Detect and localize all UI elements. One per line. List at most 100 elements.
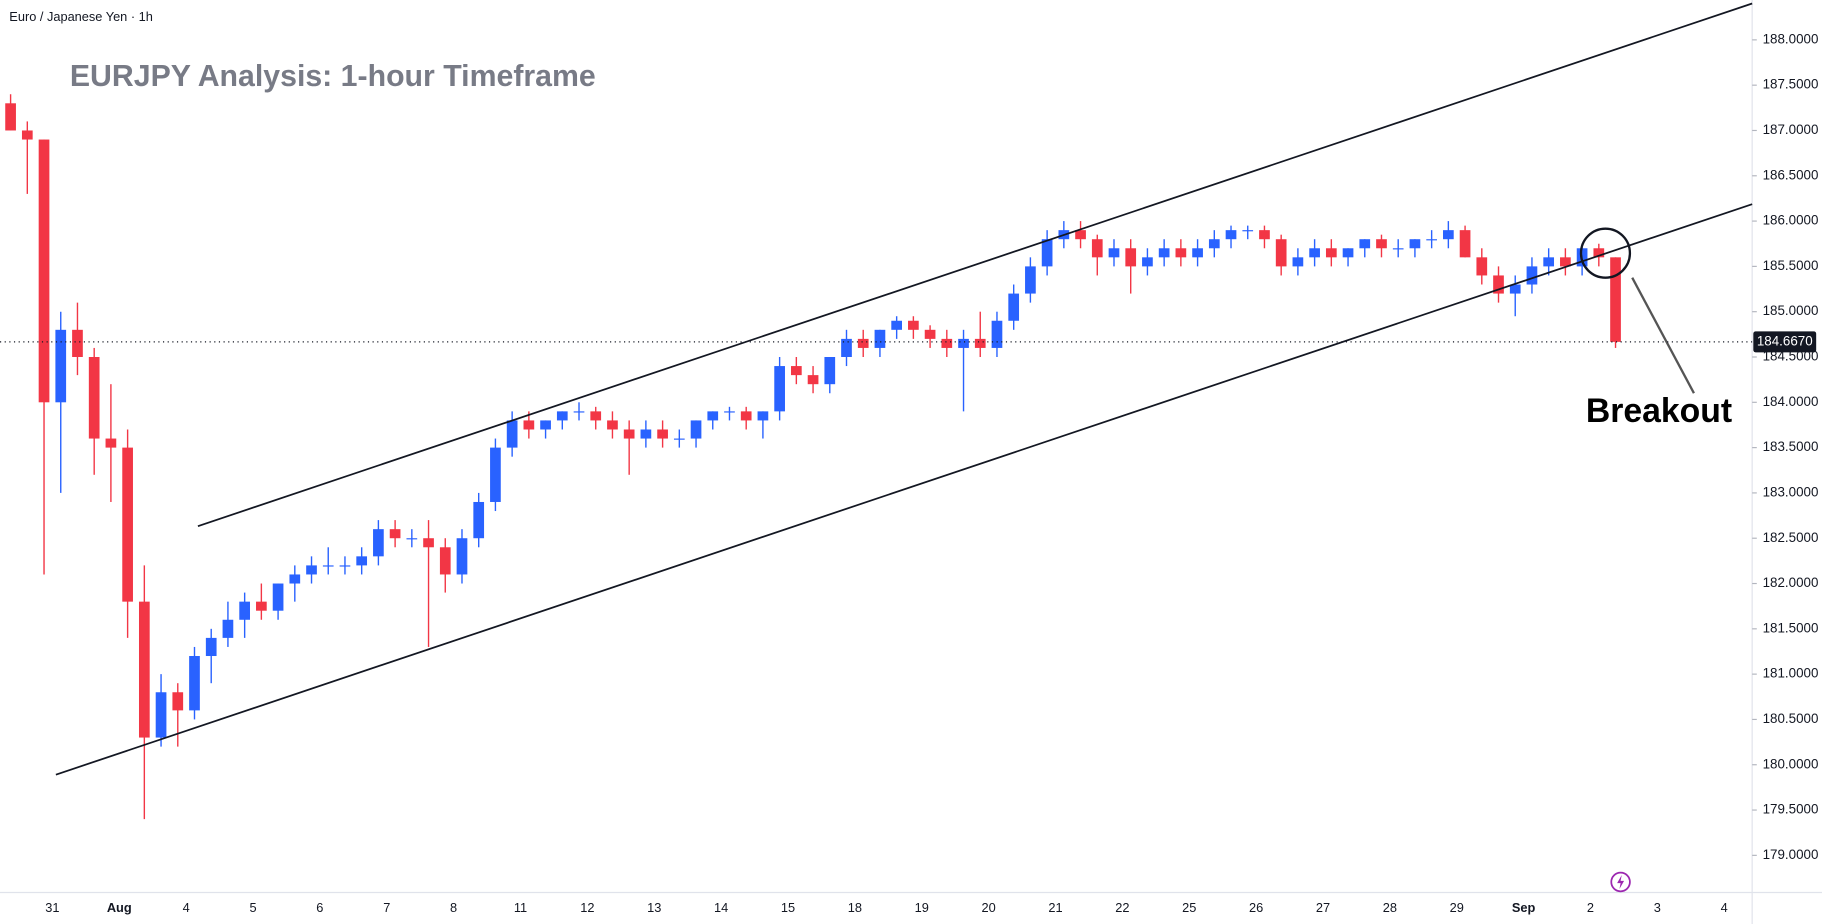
annotation: Breakout [1586, 392, 1732, 430]
x-tick-label: 12 [580, 900, 594, 915]
candle-body [690, 420, 702, 439]
chart-title: EURJPY Analysis: 1-hour Timeframe [70, 60, 596, 93]
candle-body [1610, 257, 1621, 342]
x-tick-label: 19 [915, 900, 929, 915]
candle-body [623, 429, 635, 439]
candle-body [222, 619, 234, 638]
candle-body [5, 103, 16, 131]
candle-body [373, 529, 384, 557]
y-tick-label: 182.0000 [1763, 575, 1819, 590]
candle-body [1376, 239, 1387, 249]
candle-body [1041, 239, 1053, 267]
candle-body [523, 420, 535, 430]
x-tick-label: Sep [1512, 900, 1536, 915]
candle-body [1108, 248, 1120, 258]
candle-body [640, 429, 652, 439]
candle-body [1208, 239, 1220, 249]
candle-body [473, 501, 485, 539]
candle-body [506, 420, 518, 448]
candle-body [1509, 284, 1521, 294]
x-tick-label: 25 [1182, 900, 1196, 915]
candle-body [1091, 239, 1103, 258]
candle-body [657, 429, 668, 439]
last-price-label: 184.6670 [1757, 333, 1813, 348]
y-tick-label: 188.0000 [1763, 31, 1819, 46]
y-tick-label: 183.0000 [1763, 484, 1819, 499]
candle-body [807, 375, 819, 385]
x-tick-label: 3 [1654, 900, 1661, 915]
candle-body [1426, 239, 1437, 241]
x-tick-label: 20 [981, 900, 995, 915]
y-tick-label: 186.0000 [1763, 213, 1819, 228]
candle-body [1443, 230, 1454, 240]
x-tick-label: 2 [1587, 900, 1594, 915]
candle-body [1259, 230, 1270, 240]
y-tick-label: 187.5000 [1763, 77, 1819, 92]
candle-body [1359, 239, 1371, 249]
candle-body [740, 411, 752, 421]
candle-body [824, 357, 836, 385]
y-tick-label: 187.0000 [1763, 122, 1819, 137]
y-tick-label: 179.5000 [1763, 802, 1819, 817]
x-tick-label: 28 [1383, 900, 1397, 915]
x-tick-label: 22 [1115, 900, 1129, 915]
alert-icon[interactable] [1610, 871, 1631, 893]
x-tick-label: 11 [514, 900, 527, 915]
candle-body [423, 538, 434, 548]
candle-body [841, 338, 852, 357]
candle-body [72, 329, 83, 357]
breakout-circle [1579, 227, 1632, 279]
candle-body [490, 447, 501, 502]
candle-body [891, 320, 903, 330]
candle-body [1192, 248, 1203, 258]
candle-body [1560, 257, 1571, 267]
candle-body [941, 338, 953, 348]
candle-body [1325, 248, 1337, 258]
candle-body [1275, 239, 1287, 267]
candle-body [356, 556, 368, 566]
y-tick-label: 180.0000 [1763, 756, 1819, 771]
candle-body [1175, 248, 1187, 258]
candle-body [122, 447, 133, 602]
candle-body [322, 565, 334, 567]
trend-line-upper [197, 2, 1753, 527]
candle-body [556, 411, 568, 421]
candle-body [105, 438, 117, 448]
candle-body [289, 574, 301, 584]
x-tick-label: 27 [1316, 900, 1330, 915]
x-tick-label: 26 [1249, 900, 1263, 915]
x-tick-label: 15 [781, 900, 795, 915]
candle-body [774, 366, 785, 412]
candle-body [389, 529, 401, 539]
x-tick-label: 13 [647, 900, 661, 915]
x-tick-label: 5 [249, 900, 256, 915]
candle-body [1125, 248, 1137, 267]
symbol-label: Euro / Japanese Yen · 1h [9, 9, 153, 24]
x-tick-label: 29 [1450, 900, 1464, 915]
candle-body [306, 565, 317, 575]
candle-body [172, 692, 184, 711]
candle-body [155, 692, 167, 738]
candle-body [339, 565, 351, 567]
candle-body [1476, 257, 1488, 276]
candles [5, 94, 1621, 820]
candle-body [958, 338, 969, 348]
breakout-pointer [1631, 277, 1695, 394]
candle-body [1409, 239, 1421, 249]
x-tick-label: 21 [1048, 900, 1062, 915]
candle-body [38, 139, 50, 403]
y-tick-label: 180.5000 [1763, 711, 1819, 726]
candle-body [1526, 266, 1538, 285]
x-tick-label: 7 [383, 900, 390, 915]
candle-body [406, 538, 418, 540]
candle-body [1142, 257, 1153, 267]
candle-body [1158, 248, 1170, 258]
candle-body [189, 656, 200, 711]
candle-body [1075, 230, 1086, 240]
y-tick-label: 185.5000 [1763, 258, 1819, 273]
candle-body [88, 357, 100, 439]
candle-body [724, 411, 735, 413]
x-tick-label: 31 [45, 900, 59, 915]
